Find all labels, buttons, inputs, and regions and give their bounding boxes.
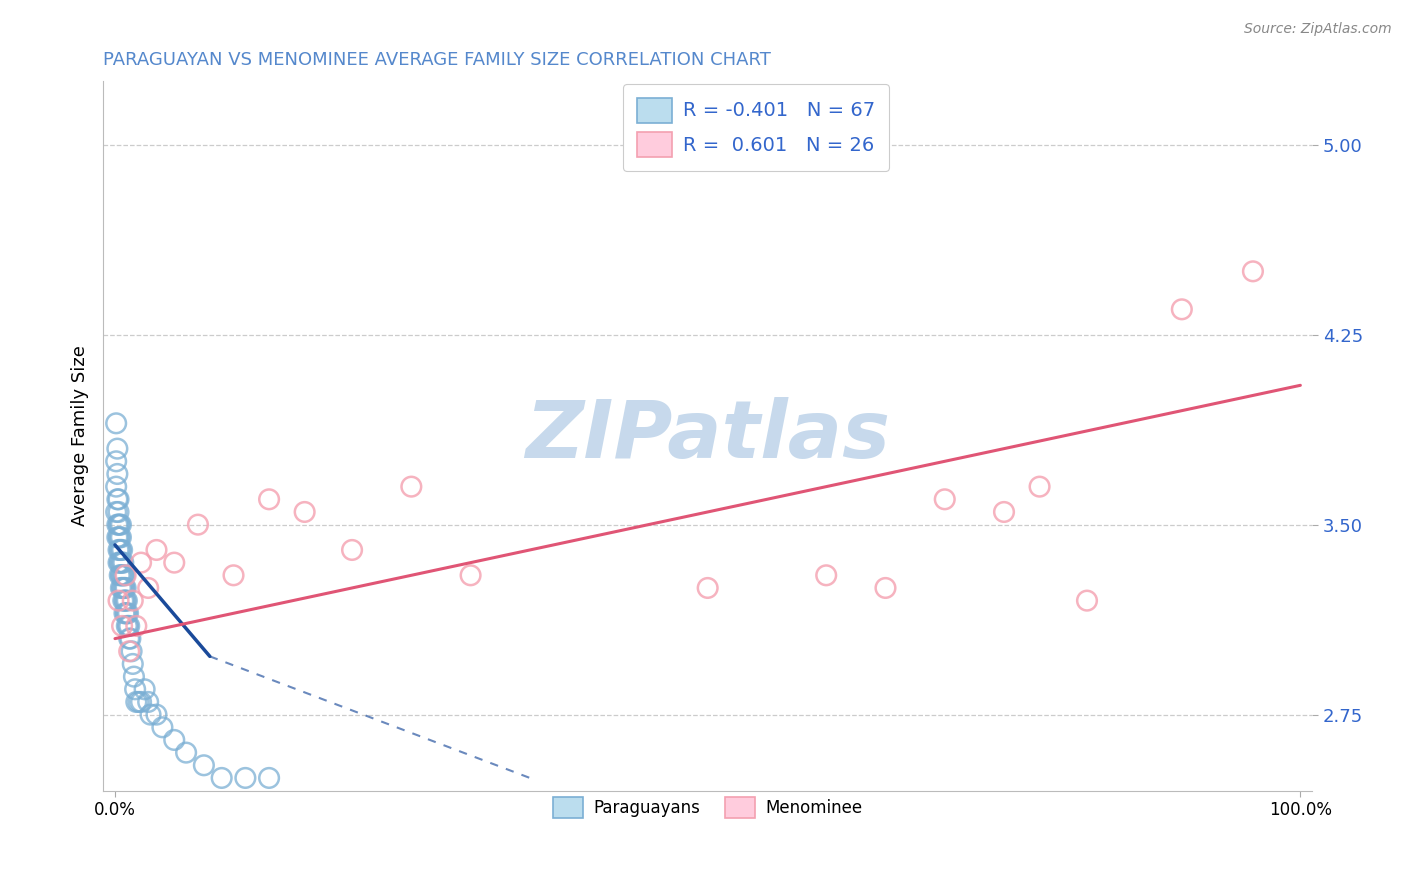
Point <box>115 593 138 607</box>
Point <box>1241 264 1264 278</box>
Point <box>107 593 129 607</box>
Point <box>110 517 132 532</box>
Point <box>107 505 129 519</box>
Point <box>121 593 143 607</box>
Point <box>114 581 136 595</box>
Point <box>117 607 139 621</box>
Point <box>145 543 167 558</box>
Point <box>257 492 280 507</box>
Point <box>115 607 138 621</box>
Point <box>105 442 128 456</box>
Point <box>107 492 129 507</box>
Point <box>114 593 136 607</box>
Point <box>118 619 141 633</box>
Point <box>163 733 186 747</box>
Point <box>193 758 215 772</box>
Point <box>257 771 280 785</box>
Point <box>340 543 363 558</box>
Point <box>152 720 174 734</box>
Point <box>128 695 150 709</box>
Point <box>129 695 152 709</box>
Point <box>136 581 159 595</box>
Point <box>114 581 136 595</box>
Point <box>112 568 135 582</box>
Point <box>122 670 145 684</box>
Point <box>105 467 128 481</box>
Point <box>111 568 134 582</box>
Point <box>105 505 128 519</box>
Point <box>145 707 167 722</box>
Point <box>105 530 128 544</box>
Point <box>222 568 245 582</box>
Point <box>111 556 134 570</box>
Y-axis label: Average Family Size: Average Family Size <box>72 345 89 526</box>
Point <box>112 556 135 570</box>
Point <box>121 657 143 671</box>
Point <box>105 480 128 494</box>
Point <box>105 517 128 532</box>
Point <box>112 593 135 607</box>
Point <box>110 530 132 544</box>
Point <box>114 607 136 621</box>
Point <box>107 543 129 558</box>
Point <box>118 644 141 658</box>
Point <box>114 568 136 582</box>
Point <box>993 505 1015 519</box>
Point <box>118 632 141 646</box>
Text: Source: ZipAtlas.com: Source: ZipAtlas.com <box>1244 22 1392 37</box>
Point <box>105 454 128 468</box>
Point <box>108 568 131 582</box>
Point <box>211 771 233 785</box>
Point <box>105 417 128 431</box>
Text: ZIPatlas: ZIPatlas <box>526 397 890 475</box>
Legend: Paraguayans, Menominee: Paraguayans, Menominee <box>547 790 869 825</box>
Point <box>129 556 152 570</box>
Point <box>115 619 138 633</box>
Point <box>134 682 156 697</box>
Point <box>114 607 136 621</box>
Point <box>124 682 146 697</box>
Point <box>111 619 134 633</box>
Point <box>108 517 131 532</box>
Point <box>294 505 316 519</box>
Point <box>110 581 132 595</box>
Point <box>110 543 132 558</box>
Point <box>136 695 159 709</box>
Point <box>163 556 186 570</box>
Point <box>235 771 257 785</box>
Point <box>114 593 136 607</box>
Point <box>1028 480 1050 494</box>
Point <box>696 581 718 595</box>
Point <box>815 568 838 582</box>
Point <box>875 581 897 595</box>
Point <box>108 530 131 544</box>
Point <box>110 568 132 582</box>
Point <box>125 695 148 709</box>
Point <box>174 746 197 760</box>
Point <box>108 556 131 570</box>
Point <box>114 568 136 582</box>
Point <box>1076 593 1098 607</box>
Point <box>401 480 423 494</box>
Text: PARAGUAYAN VS MENOMINEE AVERAGE FAMILY SIZE CORRELATION CHART: PARAGUAYAN VS MENOMINEE AVERAGE FAMILY S… <box>103 51 770 69</box>
Point <box>110 556 132 570</box>
Point <box>108 543 131 558</box>
Point <box>107 517 129 532</box>
Point <box>107 530 129 544</box>
Point <box>460 568 482 582</box>
Point <box>105 492 128 507</box>
Point <box>187 517 209 532</box>
Point <box>121 644 143 658</box>
Point <box>112 581 135 595</box>
Point <box>120 632 142 646</box>
Point <box>111 543 134 558</box>
Point <box>934 492 956 507</box>
Point <box>139 707 162 722</box>
Point <box>107 556 129 570</box>
Point <box>1171 302 1194 317</box>
Point <box>111 581 134 595</box>
Point <box>117 619 139 633</box>
Point <box>125 619 148 633</box>
